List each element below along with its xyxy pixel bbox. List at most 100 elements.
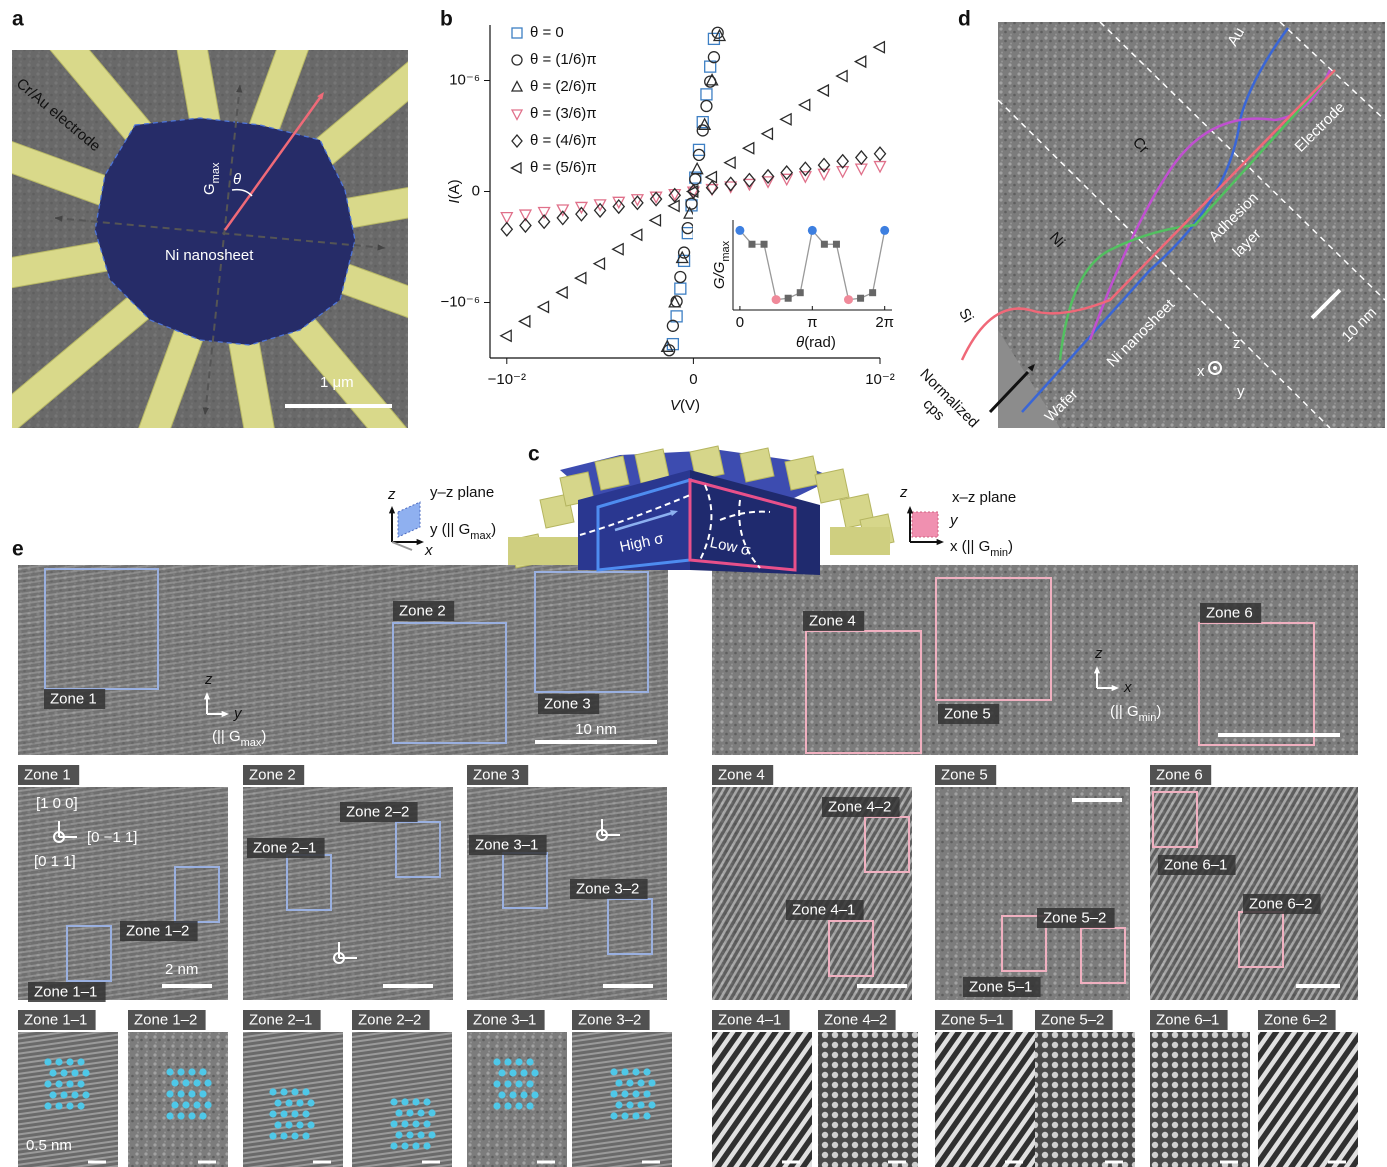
marker <box>555 285 568 300</box>
panel-label: c <box>528 443 540 466</box>
label-part: (rad) <box>804 334 836 351</box>
x-axis-label: V(V) <box>670 397 700 414</box>
label-tab <box>28 982 106 1002</box>
zone-label: Zone 6 <box>1156 766 1203 783</box>
inset-x-tick-label: π <box>807 314 817 331</box>
label-part: ) <box>261 728 266 745</box>
profile-si <box>960 69 1336 361</box>
crop-image <box>1035 1032 1135 1167</box>
atom-dot <box>390 1120 398 1128</box>
atom-dot <box>285 1099 293 1107</box>
atom-dot <box>643 1090 651 1098</box>
atom-dot <box>610 1068 618 1076</box>
atom-dot <box>531 1091 539 1099</box>
marker <box>835 69 848 83</box>
marker <box>712 28 727 42</box>
axis-label: y <box>1237 383 1245 400</box>
label-tab <box>243 1010 321 1030</box>
zone-label: Zone 3–2 <box>576 880 639 897</box>
grain-boundary <box>579 484 771 569</box>
inset-point <box>820 240 828 248</box>
zone-label: Zone 3 <box>544 695 591 712</box>
arrow-head <box>221 710 229 718</box>
scale-bar <box>1310 288 1342 320</box>
zone-label: Zone 5 <box>941 766 988 783</box>
marker <box>674 270 687 284</box>
inset-x-tick-label: 2π <box>875 314 894 331</box>
marker <box>696 124 709 137</box>
atom-dot <box>610 1112 618 1120</box>
atom-dot <box>55 1102 63 1110</box>
atom-dot <box>188 1112 196 1120</box>
marker <box>724 176 738 192</box>
atom-dot <box>280 1110 288 1118</box>
arrow-head <box>377 244 385 251</box>
legend-label: θ = (2/6)π <box>530 78 597 95</box>
zone-label: Zone 6–2 <box>1264 1011 1327 1028</box>
atom-dot <box>395 1109 403 1117</box>
marker <box>872 40 886 54</box>
atom-dot <box>291 1132 299 1140</box>
atom-dot <box>637 1101 645 1109</box>
atom-dot <box>199 1090 207 1098</box>
atom-dot <box>632 1112 640 1120</box>
profile-au <box>1021 27 1290 413</box>
atom-dot <box>648 1101 656 1109</box>
label-tab <box>822 797 900 817</box>
atom-dot <box>193 1101 201 1109</box>
marker <box>723 156 736 170</box>
axis-title: Normalized <box>916 366 982 432</box>
inset-point <box>844 295 854 305</box>
arrow-head <box>55 215 63 222</box>
atom-dot <box>401 1142 409 1150</box>
atom-dot <box>417 1131 425 1139</box>
zone-label: Zone 2 <box>399 602 446 619</box>
marker <box>742 178 756 192</box>
zone-label: Zone 4 <box>718 766 765 783</box>
arrow-head <box>388 506 396 514</box>
electrode-block <box>814 468 850 504</box>
atom-dot <box>493 1080 501 1088</box>
axis-label: z <box>387 486 396 503</box>
atom-dot <box>49 1091 57 1099</box>
zone-label: Zone 5–1 <box>969 978 1032 995</box>
atom-dot <box>515 1058 523 1066</box>
atom-dot <box>269 1132 277 1140</box>
zone-label: Zone 3 <box>473 766 520 783</box>
zone-label: Zone 3–2 <box>578 1011 641 1028</box>
legend-marker <box>511 133 523 149</box>
label-tab <box>1200 603 1262 623</box>
atom-dot <box>302 1110 310 1118</box>
label-part: y (|| G <box>430 521 470 538</box>
panel-a-image <box>12 50 408 428</box>
atom-dot <box>526 1080 534 1088</box>
marker <box>537 206 551 220</box>
zone-label: Zone 1–1 <box>24 1011 87 1028</box>
label-part: (V) <box>680 397 700 414</box>
label-part: (|| G <box>212 728 241 745</box>
panel-label: d <box>958 8 971 31</box>
marker <box>668 295 682 308</box>
inset-point <box>771 295 781 305</box>
zone-label: Zone 1–2 <box>126 922 189 939</box>
label-tab <box>538 694 600 714</box>
atom-dot <box>509 1069 517 1077</box>
atom-dot <box>520 1091 528 1099</box>
marker <box>873 160 887 174</box>
label-tab <box>938 704 1000 724</box>
label-tab <box>18 765 80 785</box>
block-side <box>690 470 820 575</box>
inset-point <box>807 225 817 235</box>
legend-label: θ = (5/6)π <box>530 159 597 176</box>
arrow-head <box>202 407 209 415</box>
atom-dot <box>182 1101 190 1109</box>
label-tab <box>247 838 325 858</box>
atom-dot <box>182 1079 190 1087</box>
marker <box>741 141 755 155</box>
atom-dot <box>55 1058 63 1066</box>
marker <box>690 161 704 175</box>
marker <box>707 51 721 64</box>
plane-icon <box>911 511 939 538</box>
label-part: G <box>201 183 218 195</box>
arrow-head <box>1027 364 1035 372</box>
